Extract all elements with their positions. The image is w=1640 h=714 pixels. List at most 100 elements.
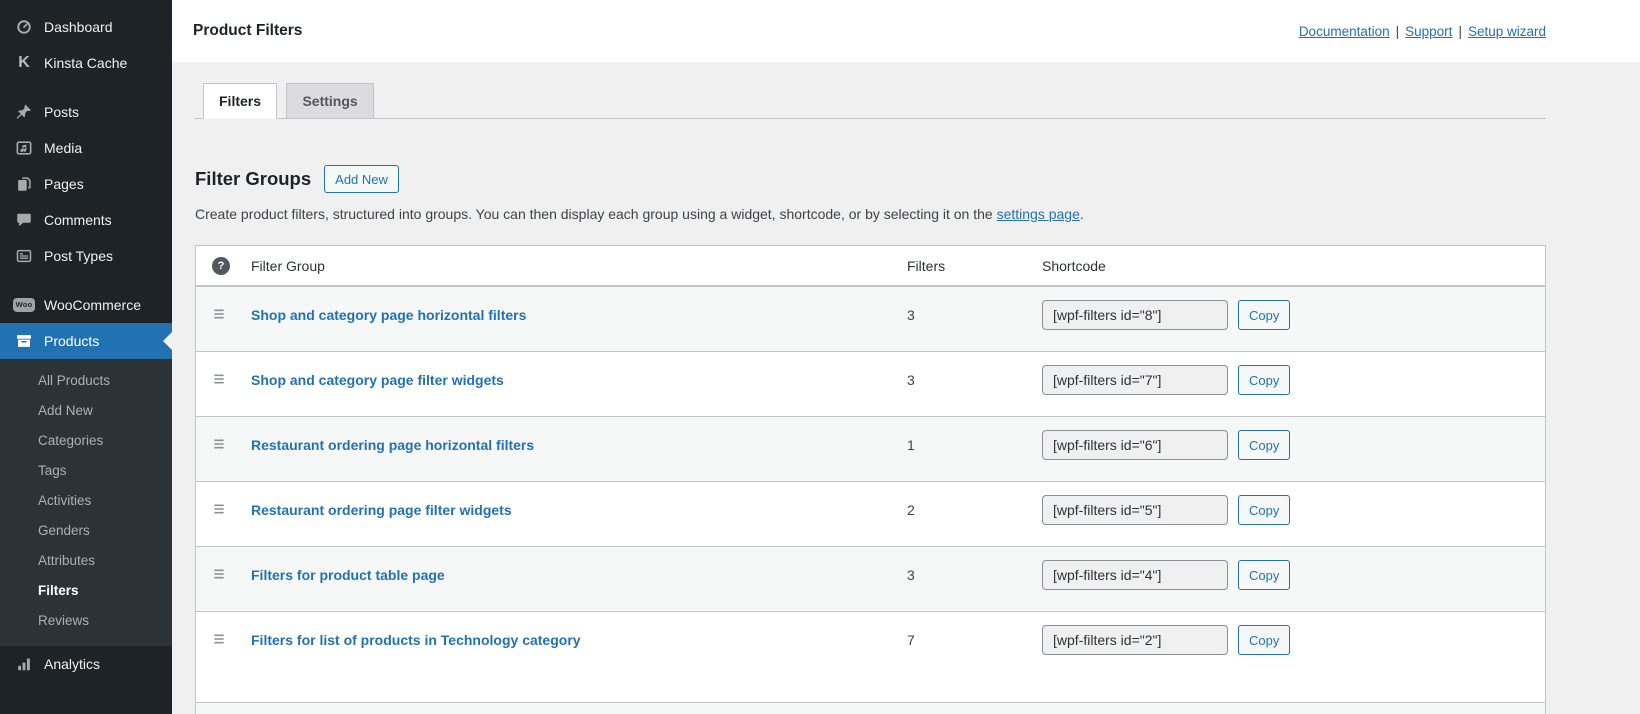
filters-count: 3 [907, 307, 915, 323]
drag-handle-icon[interactable] [212, 625, 226, 650]
copy-button[interactable]: Copy [1238, 430, 1291, 460]
link-separator: | [1458, 23, 1462, 39]
table-row: Restaurant ordering page filter widgets … [196, 481, 1545, 546]
sidebar-item-media[interactable]: Media [0, 130, 172, 166]
filter-group-link[interactable]: Shop and category page horizontal filter… [251, 307, 527, 323]
sidebar-item-label: Pages [44, 176, 84, 192]
sidebar-item-label: Comments [44, 212, 112, 228]
drag-handle-icon[interactable] [212, 430, 226, 455]
filter-group-link[interactable]: Filters for list of products in Technolo… [251, 632, 581, 648]
description-text: . [1079, 206, 1084, 222]
drag-handle-icon[interactable] [212, 300, 226, 325]
filters-count: 3 [907, 372, 915, 388]
page-title: Product Filters [193, 22, 303, 39]
sidebar-item-pages[interactable]: Pages [0, 166, 172, 202]
add-new-button[interactable]: Add New [324, 165, 399, 193]
settings-page-link[interactable]: settings page [996, 206, 1080, 222]
documentation-link[interactable]: Documentation [1298, 23, 1390, 39]
filter-group-link[interactable]: Filters for product table page [251, 567, 445, 583]
page-header: Product Filters Documentation | Support … [172, 0, 1640, 62]
column-header-shortcode: Shortcode [1042, 257, 1106, 274]
sidebar-item-label: WooCommerce [44, 297, 141, 313]
sidebar-item-label: Post Types [44, 248, 114, 264]
filter-group-link[interactable]: Restaurant ordering page horizontal filt… [251, 437, 535, 453]
shortcode-input[interactable] [1042, 300, 1228, 330]
sidebar-item-kinsta-cache[interactable]: K Kinsta Cache [0, 45, 172, 81]
post-types-icon [14, 246, 34, 266]
filter-group-link[interactable]: Shop and category page filter widgets [251, 372, 504, 388]
copy-button[interactable]: Copy [1238, 495, 1291, 525]
drag-handle-icon[interactable] [212, 560, 226, 585]
link-separator: | [1395, 23, 1400, 39]
shortcode-input[interactable] [1042, 495, 1228, 525]
main-content: Product Filters Documentation | Support … [172, 0, 1640, 714]
sidebar-item-categories[interactable]: Categories [38, 433, 104, 448]
sidebar-separator [0, 274, 172, 287]
filters-count: 1 [907, 437, 915, 453]
support-link[interactable]: Support [1405, 23, 1453, 39]
sidebar-item-attributes[interactable]: Attributes [38, 553, 96, 568]
table-row: Filters for product table page 3 Copy [196, 546, 1545, 611]
filter-group-link[interactable]: Restaurant ordering page filter widgets [251, 502, 512, 518]
products-submenu: All Products Add New Categories Tags Act… [0, 359, 172, 646]
sidebar-item-dashboard[interactable]: Dashboard [0, 9, 172, 45]
section-description: Create product filters, structured into … [195, 206, 1546, 222]
table-row: Restaurant ordering page horizontal filt… [196, 416, 1545, 481]
sidebar-separator [0, 81, 172, 94]
sidebar-item-analytics[interactable]: Analytics [0, 646, 172, 682]
table-row-partial [196, 702, 1545, 714]
current-menu-arrow [163, 332, 172, 350]
table-row: Shop and category page filter widgets 3 … [196, 351, 1545, 416]
column-header-filters: Filters [907, 257, 946, 274]
help-icon[interactable]: ? [212, 257, 230, 275]
drag-handle-icon[interactable] [212, 495, 226, 520]
sidebar-item-label: Posts [44, 104, 80, 120]
sidebar-item-tags[interactable]: Tags [38, 463, 67, 478]
comments-icon [14, 210, 34, 230]
sidebar-item-products[interactable]: Products [0, 323, 172, 359]
sidebar-item-label: Media [44, 140, 83, 156]
column-header-filter-group: Filter Group [251, 257, 325, 274]
shortcode-input[interactable] [1042, 365, 1228, 395]
admin-sidebar: Dashboard K Kinsta Cache Posts Media Pag… [0, 0, 172, 714]
drag-handle-icon[interactable] [212, 365, 226, 390]
pages-icon [14, 174, 34, 194]
copy-button[interactable]: Copy [1238, 560, 1291, 590]
copy-button[interactable]: Copy [1238, 365, 1291, 395]
table-row: Shop and category page horizontal filter… [196, 286, 1545, 351]
sidebar-item-post-types[interactable]: Post Types [0, 238, 172, 274]
shortcode-input[interactable] [1042, 625, 1228, 655]
copy-button[interactable]: Copy [1238, 300, 1291, 330]
filters-count: 3 [907, 567, 915, 583]
sidebar-item-reviews[interactable]: Reviews [38, 613, 90, 628]
heading-row: Filter Groups Add New [195, 165, 1546, 193]
sidebar-item-posts[interactable]: Posts [0, 94, 172, 130]
sidebar-item-label: Dashboard [44, 19, 113, 35]
sidebar-item-label: Analytics [44, 656, 101, 672]
sidebar-item-filters[interactable]: Filters [38, 583, 79, 598]
sidebar-item-genders[interactable]: Genders [38, 523, 90, 538]
setup-wizard-link[interactable]: Setup wizard [1467, 23, 1546, 39]
filters-count: 2 [907, 502, 915, 518]
sidebar-item-comments[interactable]: Comments [0, 202, 172, 238]
copy-button[interactable]: Copy [1238, 625, 1291, 655]
sidebar-item-all-products[interactable]: All Products [38, 373, 111, 388]
pin-icon [14, 102, 34, 122]
tab-filters[interactable]: Filters [203, 83, 278, 119]
media-icon [14, 138, 34, 158]
products-icon [14, 331, 34, 351]
sidebar-item-add-new[interactable]: Add New [38, 403, 93, 418]
sidebar-item-activities[interactable]: Activities [38, 493, 92, 508]
header-links: Documentation | Support | Setup wizard [1299, 24, 1546, 39]
shortcode-input[interactable] [1042, 560, 1228, 590]
sidebar-item-label: Kinsta Cache [44, 55, 128, 71]
page-body: Filters Settings Filter Groups Add New C… [195, 62, 1546, 714]
table-header-row: ? Filter Group Filters Shortcode [196, 246, 1545, 286]
filter-groups-table: ? Filter Group Filters Shortcode Shop an… [195, 245, 1546, 714]
filters-count: 7 [907, 632, 915, 648]
dashboard-icon [14, 17, 34, 37]
tab-settings[interactable]: Settings [286, 83, 374, 119]
woocommerce-icon: Woo [12, 295, 36, 315]
sidebar-item-woocommerce[interactable]: Woo WooCommerce [0, 287, 172, 323]
shortcode-input[interactable] [1042, 430, 1228, 460]
